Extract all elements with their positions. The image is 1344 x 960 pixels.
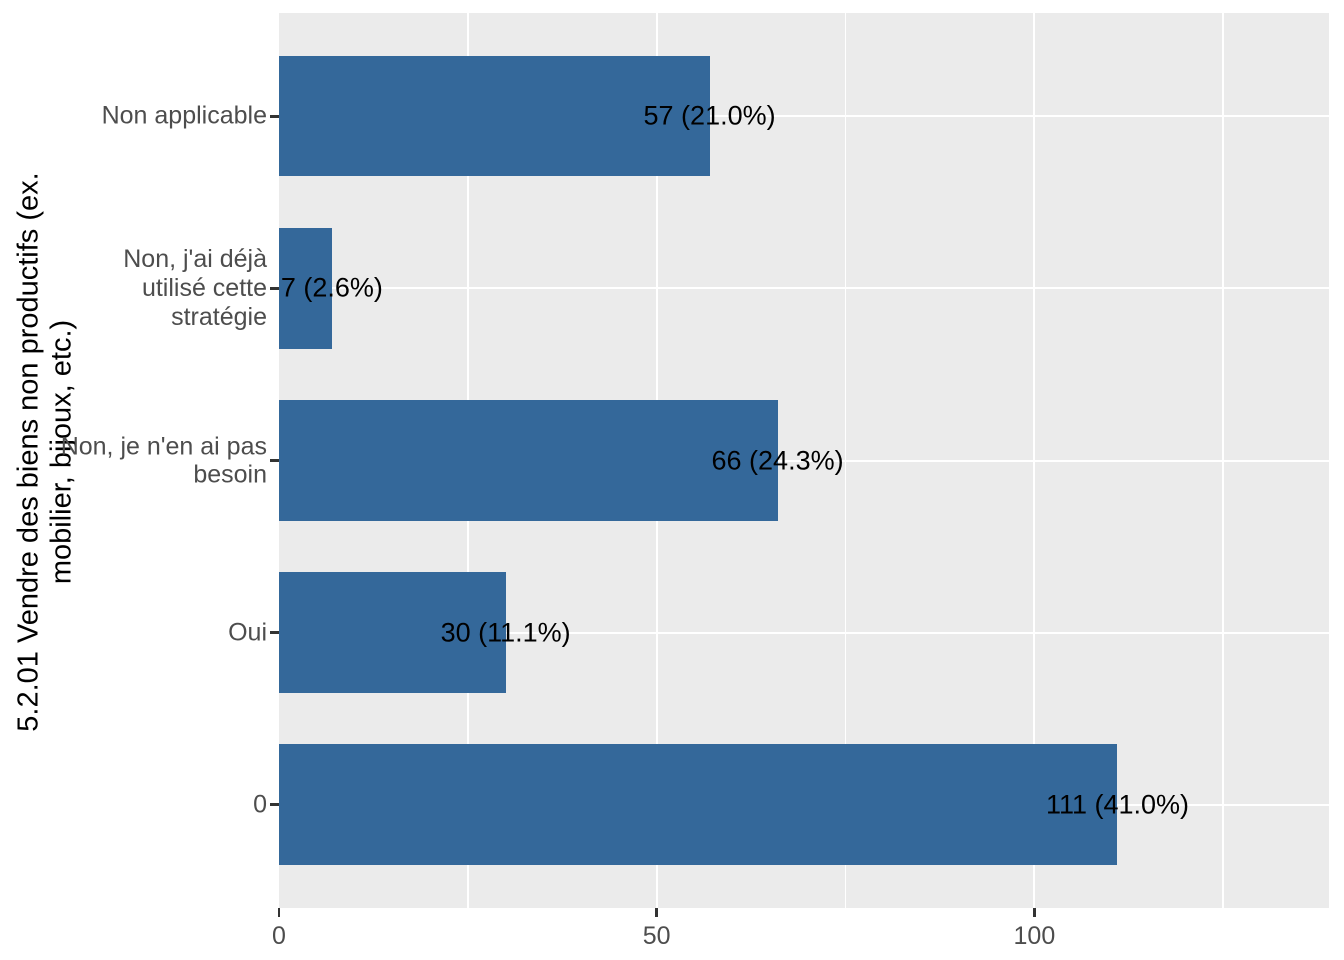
bar xyxy=(279,56,710,177)
x-axis-tick-label: 0 xyxy=(272,922,286,950)
y-axis-category-label: Non applicable xyxy=(101,101,267,130)
y-axis-category-label: Non, j'ai déjà utilisé cette stratégie xyxy=(123,245,267,331)
x-axis-tick-mark xyxy=(277,908,281,917)
y-axis-category-label: Non, je n'en ai pas besoin xyxy=(60,431,267,489)
y-axis-tick-mark xyxy=(270,115,279,118)
bar xyxy=(279,572,506,693)
y-axis-tick-mark xyxy=(270,803,279,806)
gridline-horizontal-major xyxy=(279,115,1329,118)
plot-panel xyxy=(279,13,1329,908)
gridline-horizontal-major xyxy=(279,631,1329,634)
y-axis-tick-mark xyxy=(270,287,279,290)
bar-value-label: 7 (2.6%) xyxy=(280,272,383,303)
bar-value-label: 30 (11.1%) xyxy=(440,617,571,648)
bar-value-label: 111 (41.0%) xyxy=(1045,789,1190,820)
bar xyxy=(279,400,778,521)
gridline-horizontal-major xyxy=(279,287,1329,290)
x-axis-tick-mark xyxy=(655,908,658,917)
bar xyxy=(279,228,332,349)
bar-value-label: 66 (24.3%) xyxy=(711,445,844,475)
gridline-horizontal-major xyxy=(279,459,1329,462)
y-axis-tick-mark xyxy=(270,459,279,462)
x-axis-tick-mark xyxy=(1033,908,1036,917)
x-axis-tick-label: 50 xyxy=(642,922,671,950)
y-axis-tick-mark xyxy=(270,631,279,634)
x-axis-tick-label: 100 xyxy=(1013,922,1056,950)
bar xyxy=(279,744,1118,865)
y-axis-category-label: 0 xyxy=(253,790,267,819)
bar-value-label: 57 (21.0%) xyxy=(643,100,776,131)
y-axis-category-label: Oui xyxy=(228,618,267,647)
